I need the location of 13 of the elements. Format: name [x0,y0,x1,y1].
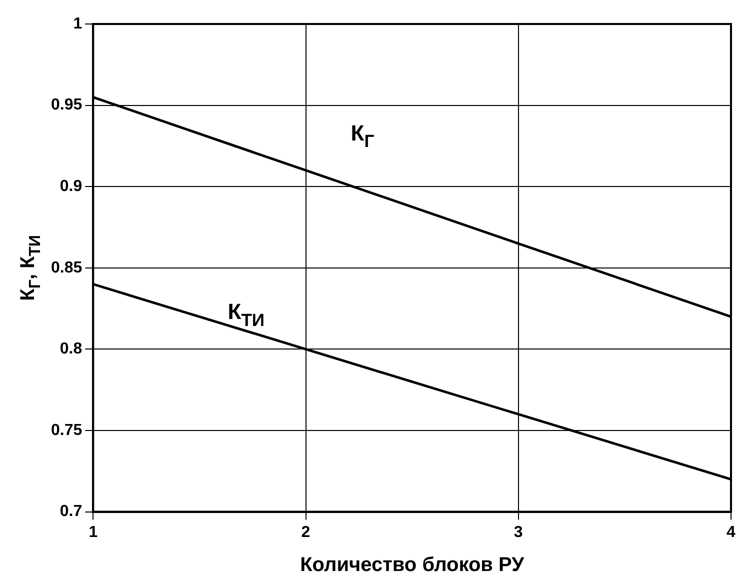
y-tick-label: 0.8 [60,340,82,358]
y-tick-label: 0.9 [60,178,82,196]
x-tick-label: 2 [301,524,310,541]
y-tick-label: 0.95 [51,96,82,114]
y-tick-label: 1 [73,15,82,32]
y-tick-label: 0.85 [51,259,82,276]
y-axis-title: КГ, КТИ [17,234,44,301]
x-tick-label: 4 [726,524,736,541]
x-tick-label: 3 [514,524,523,541]
y-tick-label: 0.75 [51,422,82,439]
x-axis-title: Количество блоков РУ [300,554,525,576]
x-tick-label: 1 [88,524,98,541]
y-tick-label: 0.7 [60,503,82,520]
